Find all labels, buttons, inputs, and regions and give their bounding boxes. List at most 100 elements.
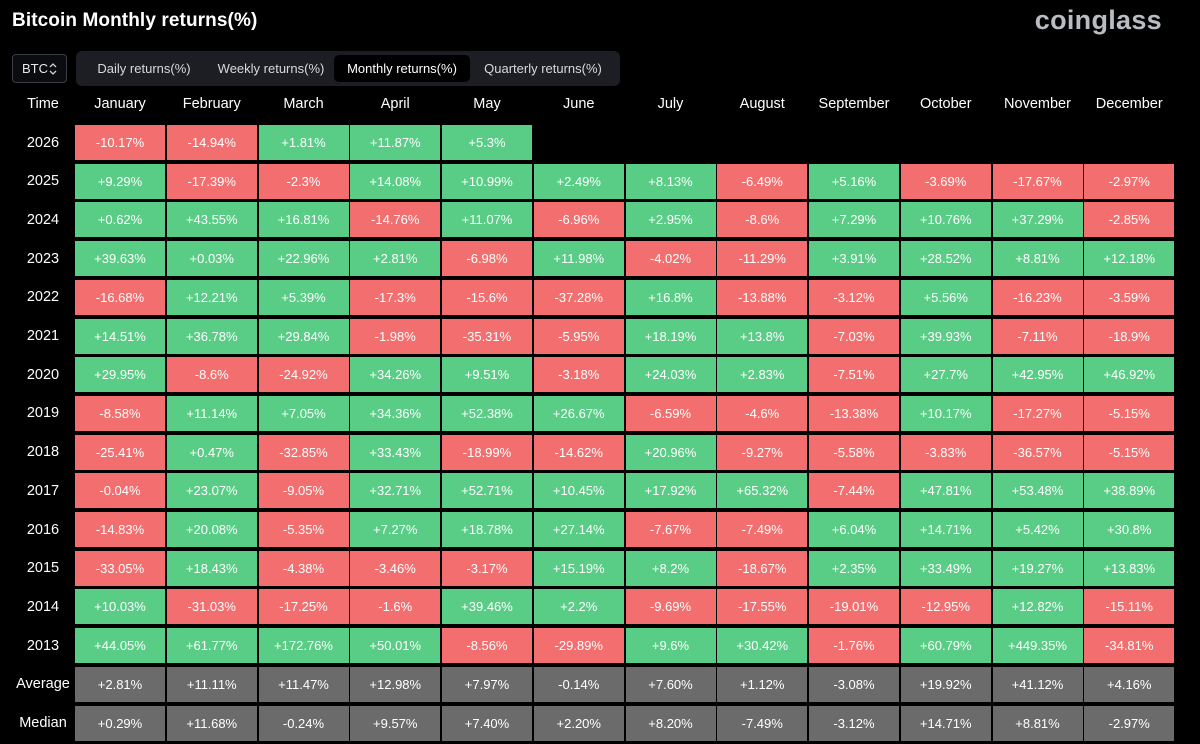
return-cell: +8.13% — [625, 163, 716, 199]
return-cell: +8.81% — [992, 241, 1083, 277]
return-cell: -14.94% — [166, 125, 257, 160]
return-cell: -3.12% — [809, 279, 899, 315]
return-cell: +0.62% — [75, 202, 165, 238]
return-cell: -8.58% — [75, 395, 165, 431]
return-cell: +13.83% — [1084, 550, 1175, 586]
return-cell: +11.98% — [533, 241, 624, 277]
tab-monthly-returns[interactable]: Monthly returns(%) — [334, 55, 470, 82]
return-cell: +22.96% — [258, 241, 349, 277]
return-cell: -5.15% — [1084, 434, 1175, 470]
stat-row-label-median: Median — [19, 715, 67, 731]
row-year-label: 2013 — [26, 637, 60, 654]
return-cell: -7.67% — [625, 512, 716, 547]
stat-cell: +41.12% — [992, 666, 1083, 702]
return-cell: +2.49% — [533, 163, 624, 199]
return-cell: -3.46% — [350, 550, 441, 586]
return-cell: +39.63% — [75, 241, 165, 277]
return-cell: -29.89% — [533, 628, 624, 664]
return-cell: -6.96% — [533, 202, 624, 238]
row-year-label: 2016 — [26, 521, 60, 538]
return-cell: +34.36% — [350, 395, 441, 431]
column-header-april: April — [380, 96, 410, 112]
return-cell: -3.18% — [533, 357, 624, 393]
column-header-november: November — [1004, 96, 1071, 112]
return-cell: +33.49% — [900, 550, 991, 586]
return-cell: -5.35% — [258, 512, 349, 547]
return-cell: -2.97% — [1084, 163, 1175, 199]
return-cell: -7.51% — [809, 357, 899, 393]
return-cell: +24.03% — [625, 357, 716, 393]
return-cell: +47.81% — [900, 473, 991, 509]
return-cell: -3.83% — [900, 434, 991, 470]
return-cell: +27.14% — [533, 512, 624, 547]
column-header-october: October — [919, 96, 972, 112]
return-cell: +12.82% — [992, 589, 1083, 625]
stat-cell: -3.08% — [809, 666, 899, 702]
return-cell: +65.32% — [717, 473, 808, 509]
stat-row-label-average: Average — [16, 676, 70, 693]
return-cell: +36.78% — [166, 318, 257, 354]
return-cell: -7.49% — [717, 512, 808, 547]
return-cell: -9.69% — [625, 589, 716, 625]
return-cell: -5.95% — [533, 318, 624, 354]
return-cell: +12.18% — [1084, 241, 1175, 277]
column-header-july: July — [657, 96, 684, 112]
return-cell: -14.62% — [533, 434, 624, 470]
tab-daily-returns[interactable]: Daily returns(%) — [97, 61, 191, 76]
tab-quarterly-returns[interactable]: Quarterly returns(%) — [484, 61, 602, 76]
return-cell: -3.69% — [900, 163, 991, 199]
return-cell: +50.01% — [350, 628, 441, 664]
column-header-march: March — [283, 96, 324, 112]
return-cell: -15.11% — [1084, 589, 1175, 625]
return-cell: -37.28% — [533, 279, 624, 315]
asset-select[interactable]: BTC — [12, 54, 67, 83]
return-cell: -6.98% — [442, 241, 532, 277]
return-cell: +10.45% — [533, 473, 624, 509]
stat-cell: +11.11% — [166, 666, 257, 702]
tab-weekly-returns[interactable]: Weekly returns(%) — [217, 61, 325, 76]
return-cell: -18.9% — [1084, 318, 1175, 354]
return-cell: -8.6% — [166, 357, 257, 393]
return-cell: -24.92% — [258, 357, 349, 393]
return-cell: -7.44% — [809, 473, 899, 509]
return-cell: -0.04% — [75, 473, 165, 509]
return-cell: +32.71% — [350, 473, 441, 509]
return-cell: +5.39% — [258, 279, 349, 315]
return-cell: +9.29% — [75, 163, 165, 199]
stat-cell: -3.12% — [809, 705, 899, 741]
chevron-up-down-icon — [49, 63, 57, 75]
stat-cell: +7.40% — [442, 705, 532, 741]
return-cell: -6.49% — [717, 163, 808, 199]
return-cell: -2.85% — [1084, 202, 1175, 238]
return-cell: +7.29% — [809, 202, 899, 238]
return-cell: -1.6% — [350, 589, 441, 625]
stat-cell: +7.97% — [442, 666, 532, 702]
return-cell: -17.25% — [258, 589, 349, 625]
return-cell: -14.76% — [350, 202, 441, 238]
return-cell: -13.38% — [809, 395, 899, 431]
return-cell: +61.77% — [166, 628, 257, 664]
return-cell: +11.87% — [350, 125, 441, 160]
row-year-label: 2019 — [26, 405, 60, 422]
return-cell: -34.81% — [1084, 628, 1175, 664]
return-cell: +46.92% — [1084, 357, 1175, 393]
return-cell: +14.08% — [350, 163, 441, 199]
return-cell: +53.48% — [992, 473, 1083, 509]
column-header-january: January — [94, 96, 146, 112]
return-cell: +5.16% — [809, 163, 899, 199]
return-cell: +33.43% — [350, 434, 441, 470]
stat-cell: +14.71% — [900, 705, 991, 741]
return-cell: -9.27% — [717, 434, 808, 470]
return-cell: +0.47% — [166, 434, 257, 470]
stat-cell: -7.49% — [717, 705, 808, 741]
return-cell: +29.95% — [75, 357, 165, 393]
row-year-label: 2014 — [26, 598, 60, 615]
stat-cell: +1.12% — [717, 666, 808, 702]
return-cell: +10.76% — [900, 202, 991, 238]
return-cell: -17.39% — [166, 163, 257, 199]
return-cell: +26.67% — [533, 395, 624, 431]
stat-cell: +2.81% — [75, 666, 165, 702]
return-cell: +15.19% — [533, 550, 624, 586]
return-cell: +30.8% — [1084, 512, 1175, 547]
return-cell: -13.88% — [717, 279, 808, 315]
